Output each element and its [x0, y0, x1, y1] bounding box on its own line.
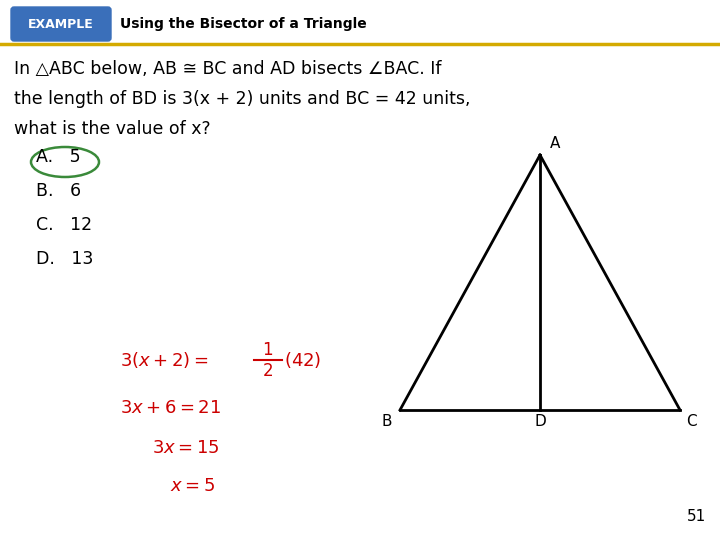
Text: $3x = 15$: $3x = 15$: [152, 439, 220, 457]
Text: B.   6: B. 6: [36, 182, 81, 200]
Text: B: B: [382, 414, 392, 429]
FancyBboxPatch shape: [11, 7, 111, 41]
Text: the length of BD is 3(x + 2) units and BC = 42 units,: the length of BD is 3(x + 2) units and B…: [14, 90, 470, 108]
Text: D: D: [534, 414, 546, 429]
Text: In △ABC below, AB ≅ BC and AD bisects ∠BAC. If: In △ABC below, AB ≅ BC and AD bisects ∠B…: [14, 60, 441, 78]
Text: A.   5: A. 5: [36, 148, 81, 166]
Text: $3x + 6 = 21$: $3x + 6 = 21$: [120, 399, 221, 417]
Text: 51: 51: [687, 509, 706, 524]
Text: D.   13: D. 13: [36, 250, 94, 268]
Text: $3(x+2) = $: $3(x+2) = $: [120, 350, 208, 370]
Text: EXAMPLE: EXAMPLE: [28, 17, 94, 30]
Text: C: C: [686, 414, 697, 429]
Text: Using the Bisector of a Triangle: Using the Bisector of a Triangle: [120, 17, 366, 31]
Text: C.   12: C. 12: [36, 216, 92, 234]
Text: A: A: [550, 136, 560, 151]
Text: what is the value of x?: what is the value of x?: [14, 120, 211, 138]
Text: $2$: $2$: [263, 362, 274, 380]
Text: $(42)$: $(42)$: [284, 350, 321, 370]
Text: $x = 5$: $x = 5$: [170, 477, 215, 495]
Text: $1$: $1$: [262, 341, 274, 359]
